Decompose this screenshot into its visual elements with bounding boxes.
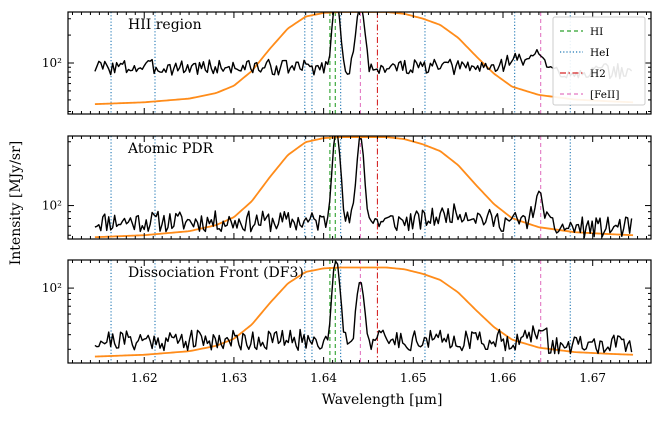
panel-2: 10² Atomic PDR (42, 135, 652, 240)
legend-label: [FeII] (590, 89, 619, 101)
filter-curve (94, 136, 634, 239)
legend-label: H2 (590, 68, 606, 80)
filter-curve (94, 266, 634, 358)
legend-box (552, 16, 646, 106)
y-tick-label: 10² (42, 56, 62, 70)
panel-3: 10² Dissociation Front (DF3) (42, 259, 652, 364)
panel-1: 10² HII region HI HeI H2 [FeII] (42, 11, 652, 115)
panel-label: HII region (128, 17, 202, 33)
panel-label: Dissociation Front (DF3) (128, 265, 304, 281)
legend-label: HeI (590, 47, 610, 59)
y-tick-label: 10² (42, 281, 62, 295)
spectrum-line (94, 12, 633, 80)
x-tick-label: 1.63 (221, 371, 248, 385)
y-tick-label: 10² (42, 199, 62, 213)
legend-label: HI (590, 26, 603, 38)
x-tick-label: 1.64 (310, 371, 337, 385)
spectrum-line (94, 136, 633, 239)
reference-lines (110, 136, 571, 239)
x-tick-label: 1.67 (579, 371, 606, 385)
legend: HI HeI H2 [FeII] (552, 16, 646, 106)
spectrum-line (94, 260, 633, 355)
x-tick-labels: 1.62 1.63 1.64 1.65 1.66 1.67 (131, 371, 606, 385)
x-axis-title: Wavelength [μm] (322, 392, 443, 408)
filter-curve (94, 12, 634, 106)
y-axis-title: Intensity [MJy/sr] (8, 141, 24, 266)
x-tick-label: 1.65 (400, 371, 427, 385)
x-tick-label: 1.62 (131, 371, 158, 385)
panel-label: Atomic PDR (127, 141, 214, 157)
x-tick-label: 1.66 (490, 371, 517, 385)
